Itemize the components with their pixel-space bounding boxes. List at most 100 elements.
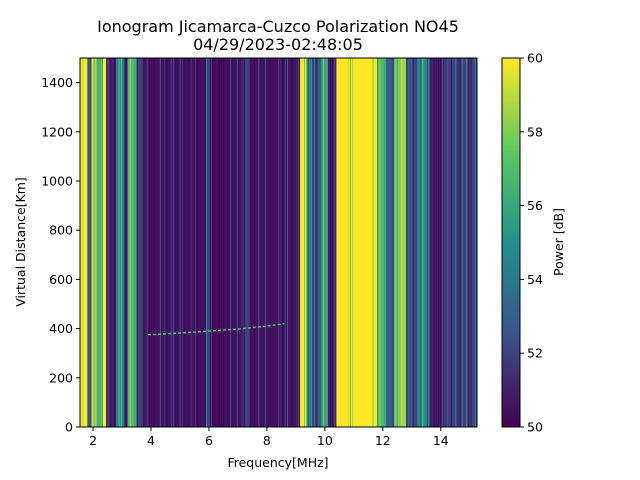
frequency-band bbox=[394, 58, 407, 427]
frequency-streak bbox=[396, 58, 398, 427]
frequency-streak bbox=[461, 58, 463, 427]
x-tick-label: 6 bbox=[205, 433, 213, 448]
frequency-streak bbox=[241, 58, 243, 427]
colorbar-tick-label: 60 bbox=[527, 51, 543, 66]
y-tick-label: 1200 bbox=[41, 124, 73, 139]
frequency-streak bbox=[307, 58, 309, 427]
frequency-streak bbox=[211, 58, 213, 427]
frequency-streak bbox=[236, 58, 238, 427]
y-tick-label: 1400 bbox=[41, 75, 73, 90]
heatmap-plot-area bbox=[80, 58, 477, 427]
y-tick-label: 400 bbox=[49, 321, 73, 336]
x-tick-label: 12 bbox=[375, 433, 391, 448]
echo-trace bbox=[148, 322, 285, 336]
colorbar-label: Power [dB] bbox=[551, 208, 566, 276]
frequency-streak bbox=[181, 58, 183, 427]
frequency-streak bbox=[304, 58, 306, 427]
y-axis-ticks: 0 200 400 600 800 1000 1200 1400 bbox=[41, 75, 80, 435]
x-tick-label: 8 bbox=[263, 433, 271, 448]
frequency-streak bbox=[125, 58, 127, 427]
frequency-streak bbox=[329, 58, 331, 427]
frequency-streak bbox=[197, 58, 199, 427]
frequency-streak bbox=[368, 58, 370, 427]
frequency-streak bbox=[401, 58, 403, 427]
frequency-streak bbox=[95, 58, 97, 427]
frequency-band bbox=[249, 58, 301, 427]
frequency-streak bbox=[82, 58, 84, 427]
frequency-streak bbox=[437, 58, 439, 427]
frequency-streak bbox=[426, 58, 428, 427]
frequency-band bbox=[377, 58, 386, 427]
frequency-streak bbox=[195, 58, 197, 427]
frequency-streak bbox=[188, 58, 190, 427]
frequency-streak bbox=[253, 58, 255, 427]
frequency-streak bbox=[269, 58, 271, 427]
frequency-streak bbox=[121, 58, 123, 427]
frequency-streak bbox=[295, 58, 297, 427]
frequency-streak bbox=[412, 58, 414, 427]
frequency-streak bbox=[444, 58, 446, 427]
frequency-streak bbox=[166, 58, 168, 427]
frequency-streak bbox=[129, 58, 131, 427]
frequency-streak bbox=[100, 58, 102, 427]
frequency-streak bbox=[379, 58, 381, 427]
frequency-streak bbox=[110, 58, 112, 427]
y-tick-label: 0 bbox=[65, 420, 73, 435]
frequency-streak bbox=[433, 58, 435, 427]
frequency-band bbox=[320, 58, 328, 427]
frequency-streak bbox=[338, 58, 340, 427]
frequency-band bbox=[87, 58, 92, 427]
y-axis-label: Virtual Distance[Km] bbox=[13, 177, 28, 307]
frequency-streak bbox=[352, 58, 354, 427]
frequency-streak bbox=[302, 58, 304, 427]
frequency-streak bbox=[358, 58, 360, 427]
frequency-streak bbox=[258, 58, 260, 427]
frequency-streak bbox=[440, 58, 442, 427]
frequency-band bbox=[429, 58, 447, 427]
frequency-streak bbox=[278, 58, 280, 427]
x-axis-ticks: 2 4 6 8 10 12 14 bbox=[89, 427, 449, 448]
plot-frame bbox=[79, 57, 478, 428]
frequency-streak bbox=[459, 58, 461, 427]
frequency-streak bbox=[422, 58, 424, 427]
frequency-streak bbox=[243, 58, 245, 427]
frequency-streak bbox=[361, 58, 363, 427]
frequency-streak bbox=[306, 58, 308, 427]
y-tick-label: 1000 bbox=[41, 174, 73, 189]
frequency-streak bbox=[392, 58, 394, 427]
frequency-streak bbox=[474, 58, 476, 427]
frequency-streak bbox=[470, 58, 472, 427]
frequency-streak bbox=[146, 58, 148, 427]
frequency-streak bbox=[173, 58, 175, 427]
frequency-streak bbox=[260, 58, 262, 427]
frequency-streak bbox=[103, 58, 105, 427]
frequency-band bbox=[385, 58, 395, 427]
frequency-streak bbox=[116, 58, 118, 427]
y-tick-label: 200 bbox=[49, 370, 73, 385]
frequency-streak bbox=[284, 58, 286, 427]
frequency-streak bbox=[214, 58, 216, 427]
frequency-band bbox=[243, 58, 250, 427]
frequency-band bbox=[206, 58, 212, 427]
frequency-streak bbox=[314, 58, 315, 427]
frequency-band bbox=[211, 58, 244, 427]
frequency-streak bbox=[223, 58, 225, 427]
frequency-streak bbox=[190, 58, 192, 427]
x-tick-label: 10 bbox=[317, 433, 333, 448]
frequency-streak bbox=[347, 58, 349, 427]
frequency-streak bbox=[93, 58, 95, 427]
frequency-streak bbox=[264, 58, 266, 427]
frequency-streak bbox=[403, 58, 405, 427]
frequency-streak bbox=[336, 58, 338, 427]
frequency-streak bbox=[340, 58, 342, 427]
frequency-streak bbox=[298, 58, 300, 427]
frequency-streak bbox=[230, 58, 232, 427]
x-tick-label: 4 bbox=[147, 433, 155, 448]
y-tick-label: 800 bbox=[49, 223, 73, 238]
frequency-band bbox=[95, 58, 104, 427]
frequency-streak bbox=[123, 58, 125, 427]
x-tick-label: 2 bbox=[89, 433, 97, 448]
y-tick-label: 600 bbox=[49, 272, 73, 287]
frequency-streak bbox=[332, 58, 334, 427]
colorbar-tick-label: 50 bbox=[527, 420, 543, 435]
